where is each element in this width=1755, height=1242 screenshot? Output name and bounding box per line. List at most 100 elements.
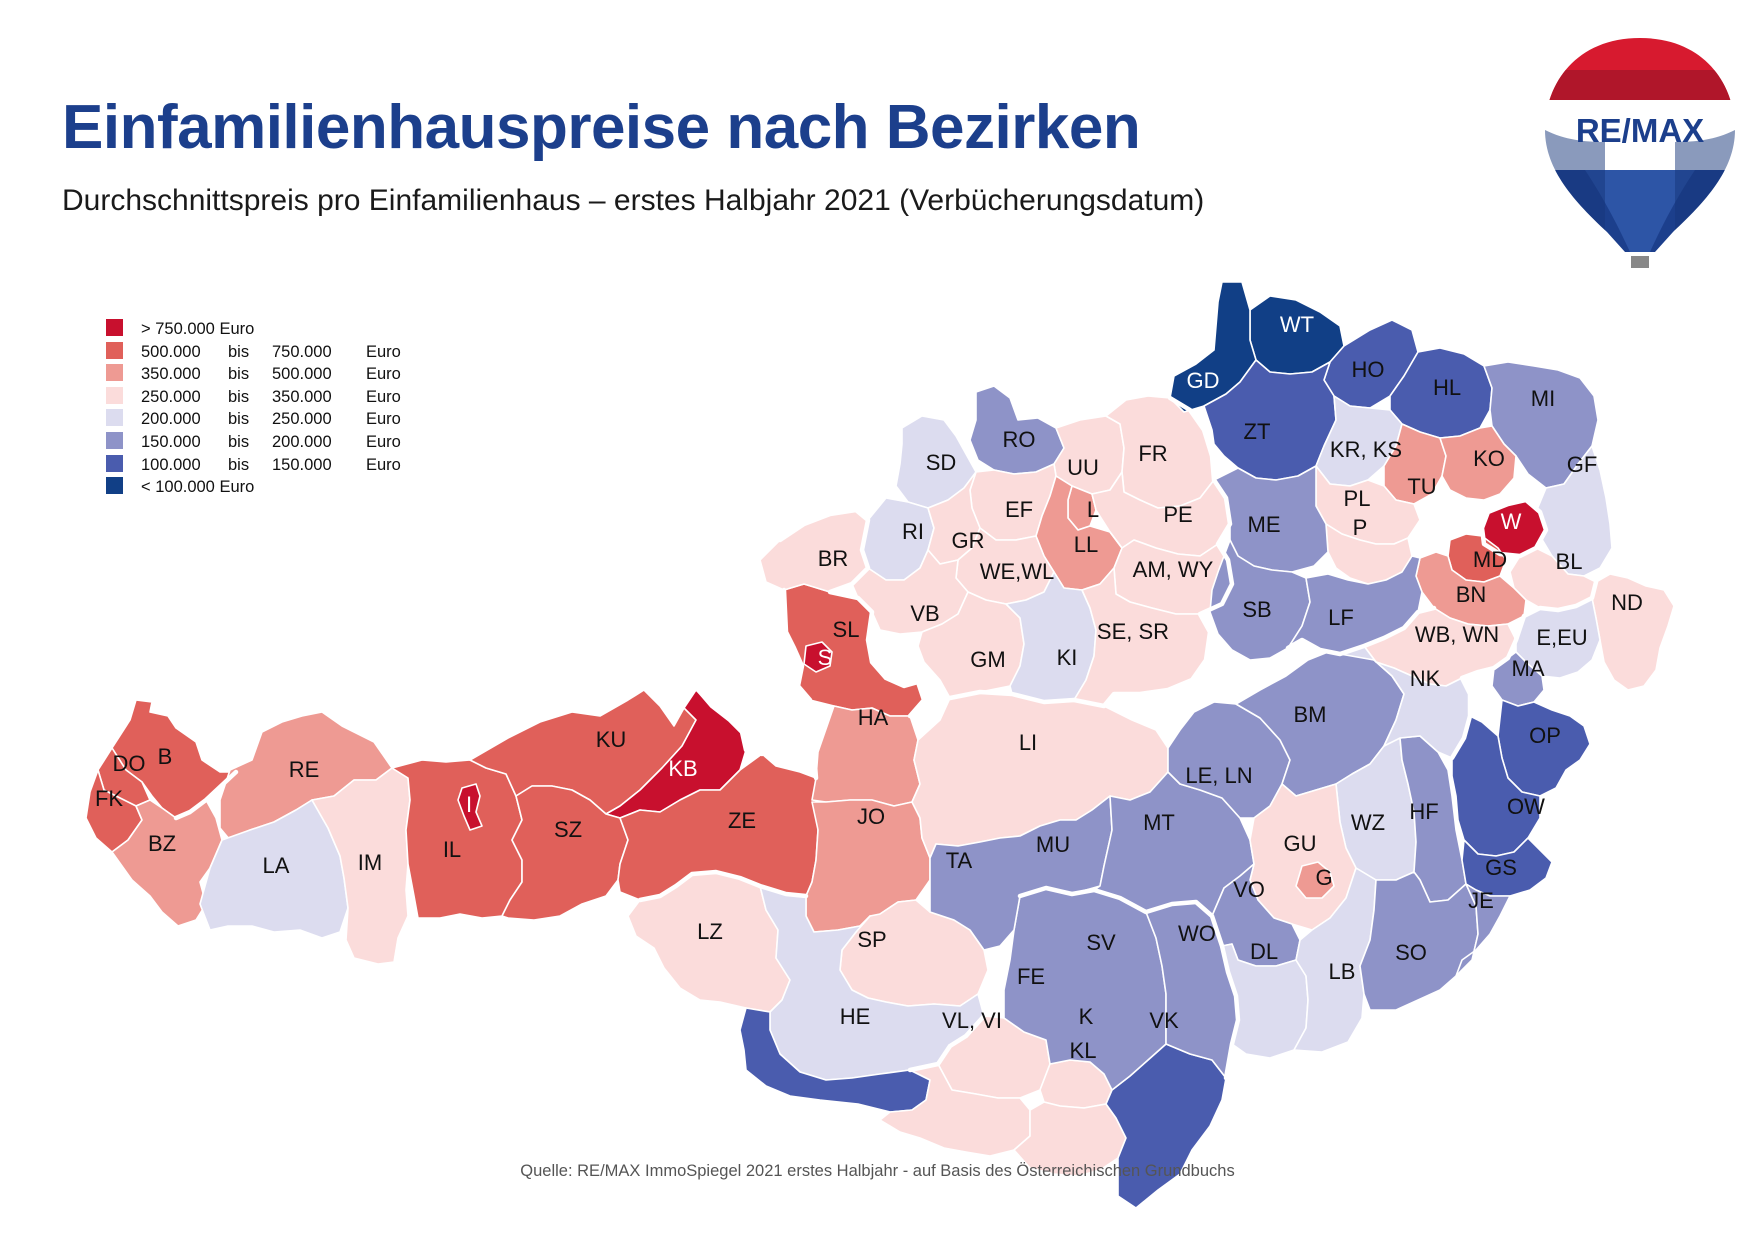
- district-label: KR, KS: [1330, 437, 1402, 462]
- district-vl-vi[interactable]: [879, 1063, 1031, 1157]
- district-label: BR: [818, 546, 849, 571]
- district-ko[interactable]: [1439, 425, 1517, 501]
- district-label: ZT: [1244, 419, 1271, 444]
- legend-to: 350.000: [272, 387, 332, 406]
- district-label: JO: [857, 804, 885, 829]
- district-label: WT: [1280, 312, 1314, 337]
- district-label: B: [158, 744, 173, 769]
- district-bn[interactable]: [1415, 551, 1527, 627]
- district-label: KB: [668, 756, 697, 781]
- district-gf[interactable]: [1535, 445, 1613, 577]
- district-label: MA: [1512, 656, 1545, 681]
- district-label: UU: [1067, 455, 1099, 480]
- district-label: WE,WL: [980, 559, 1055, 584]
- district-g[interactable]: [1295, 861, 1335, 899]
- district-label: P: [1353, 515, 1368, 540]
- district-label: OP: [1529, 723, 1561, 748]
- legend-from: 350.000: [141, 365, 201, 384]
- legend-sep: bis: [228, 432, 250, 451]
- district-label: IM: [358, 850, 382, 875]
- district-label: GM: [970, 647, 1005, 672]
- district-label: BL: [1556, 549, 1583, 574]
- district-gd[interactable]: [1169, 281, 1257, 413]
- district-label: OW: [1507, 794, 1545, 819]
- district-ow[interactable]: [1451, 715, 1541, 857]
- legend-from: 500.000: [141, 342, 201, 361]
- district-label: HF: [1409, 799, 1438, 824]
- district-label: KU: [596, 727, 627, 752]
- district-label: FR: [1138, 441, 1167, 466]
- district-label: SB: [1242, 597, 1271, 622]
- district-label: VK: [1149, 1008, 1179, 1033]
- district-sz[interactable]: [501, 785, 629, 921]
- district-label: EF: [1005, 497, 1033, 522]
- district-label: SP: [857, 927, 886, 952]
- district-label: L: [1087, 497, 1099, 522]
- district-label: VL, VI: [942, 1008, 1002, 1033]
- district-label: BM: [1294, 702, 1327, 727]
- district-label: DL: [1250, 939, 1278, 964]
- district-je[interactable]: [1455, 883, 1511, 977]
- district-label: DO: [113, 751, 146, 776]
- district-label: KO: [1473, 446, 1505, 471]
- district-label: SZ: [554, 817, 582, 842]
- district-label: PL: [1344, 486, 1371, 511]
- legend-swatch: [106, 319, 123, 336]
- legend-sep: bis: [228, 455, 250, 474]
- legend-sep: bis: [228, 365, 250, 384]
- legend-unit: Euro: [366, 387, 401, 406]
- legend-to: 200.000: [272, 432, 332, 451]
- district-b[interactable]: [111, 699, 237, 819]
- district-me[interactable]: [1213, 465, 1329, 573]
- legend-sep: bis: [228, 342, 250, 361]
- district-label: GD: [1187, 368, 1220, 393]
- district-label: ND: [1611, 590, 1643, 615]
- page-title: Einfamilienhauspreise nach Bezirken: [62, 93, 1141, 162]
- district-label: KI: [1057, 645, 1078, 670]
- district-label: ZE: [728, 808, 756, 833]
- district-label: K: [1079, 1004, 1094, 1029]
- district-label: WZ: [1351, 810, 1385, 835]
- district-label: TA: [946, 848, 973, 873]
- district-label: VO: [1233, 877, 1265, 902]
- district-label: HO: [1352, 357, 1385, 382]
- district-im[interactable]: [311, 767, 411, 965]
- district-label: KL: [1070, 1038, 1097, 1063]
- legend-swatch: [106, 409, 123, 427]
- district-label: MI: [1531, 386, 1555, 411]
- district-s[interactable]: [803, 641, 833, 673]
- district-label: SD: [926, 450, 957, 475]
- district-label: NK: [1410, 666, 1441, 691]
- legend-to: 750.000: [272, 342, 332, 361]
- legend-swatch: [106, 431, 123, 449]
- district-label: SV: [1086, 930, 1116, 955]
- legend-to: 150.000: [272, 455, 332, 474]
- legend-label: < 100.000 Euro: [141, 478, 255, 497]
- district-la[interactable]: [199, 799, 349, 939]
- legend-swatch: [106, 477, 123, 495]
- legend-unit: Euro: [366, 342, 401, 361]
- page-subtitle: Durchschnittspreis pro Einfamilienhaus –…: [62, 184, 1205, 217]
- district-label: LL: [1074, 532, 1098, 557]
- legend-label: > 750.000 Euro: [141, 320, 255, 338]
- district-ma[interactable]: [1491, 651, 1545, 707]
- district-label: IL: [443, 837, 461, 862]
- legend-swatch: [106, 386, 123, 404]
- district-sp[interactable]: [759, 885, 985, 1081]
- district-label: BN: [1456, 582, 1487, 607]
- legend-to: 250.000: [272, 410, 332, 429]
- district-label: SO: [1395, 940, 1427, 965]
- district-label: E,EU: [1536, 625, 1587, 650]
- district-label: HL: [1433, 375, 1461, 400]
- district-label: LB: [1329, 959, 1356, 984]
- legend-from: 200.000: [141, 410, 201, 429]
- district-label: FK: [95, 786, 123, 811]
- legend-swatch: [106, 364, 123, 382]
- district-label: G: [1315, 865, 1332, 890]
- district-label: WO: [1178, 921, 1216, 946]
- district-label: FE: [1017, 964, 1045, 989]
- district-i[interactable]: [457, 783, 483, 831]
- state-borders: [173, 395, 1599, 1081]
- legend-swatch: [106, 341, 123, 359]
